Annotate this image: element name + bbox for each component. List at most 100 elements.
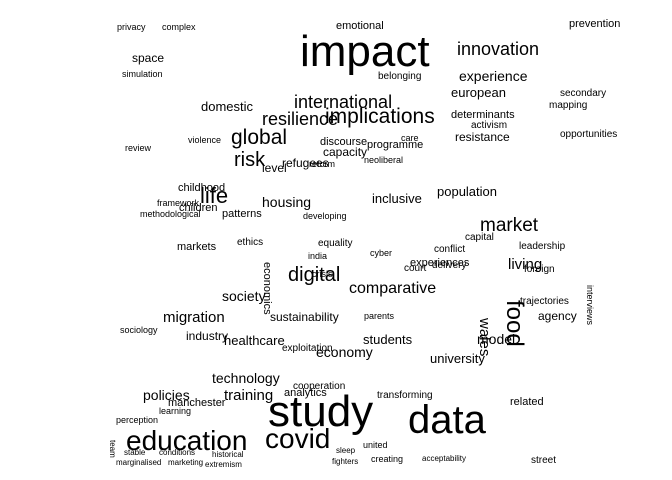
word-court: court [404,263,427,274]
word-comparative: comparative [349,280,437,297]
word-students: students [363,332,413,347]
word-model: model [477,331,516,347]
word-opportunities: opportunities [560,129,618,140]
word-experience: experience [459,68,528,84]
word-risk: risk [234,149,266,171]
word-belonging: belonging [378,71,422,82]
word-discourse: discourse [320,136,368,148]
word-international: international [294,92,393,112]
word-stable: stable [124,448,146,457]
word-capital: capital [465,232,494,243]
word-parents: parents [364,311,395,321]
word-analytics: analytics [284,387,327,399]
word-marginalised: marginalised [116,458,162,467]
word-developing: developing [303,211,347,221]
word-global: global [231,126,288,149]
word-markets: markets [177,241,217,253]
word-study: study [268,387,374,436]
word-foreign: foreign [524,264,555,275]
word-university: university [430,351,485,366]
word-historical: historical [212,450,244,459]
word-agency: agency [538,309,577,323]
word-learning: learning [159,406,192,416]
word-mapping: mapping [549,100,588,111]
word-resistance: resistance [455,130,510,144]
word-capacity: capacity [323,145,368,159]
word-data: data [408,398,486,442]
word-marketing: marketing [168,458,204,467]
word-reform: reform [309,159,336,169]
word-level: level [262,161,287,175]
word-extremism: extremism [205,460,242,469]
word-neoliberal: neoliberal [364,155,404,165]
word-refugees: refugees [282,156,329,170]
word-perception: perception [116,415,159,425]
word-policies: policies [143,387,190,403]
word-leadership: leadership [519,241,566,252]
word-fighters: fighters [332,457,359,466]
word-industry: industry [186,329,229,343]
word-patterns: patterns [222,208,262,220]
word-programme: programme [367,139,424,151]
word-secondary: secondary [560,88,607,99]
word-innovation: innovation [457,39,540,59]
word-street: street [531,455,557,466]
word-privacy: privacy [117,22,146,32]
word-space: space [132,51,165,65]
word-sleep: sleep [336,446,356,455]
word-market: market [480,215,539,236]
word-activism: activism [471,120,508,131]
word-economy: economy [316,344,373,360]
word-living: living [508,256,543,273]
word-review: review [125,143,152,153]
word-delivery: delivery [432,260,467,271]
word-childhood: childhood [178,182,226,194]
word-domestic: domestic [201,99,254,114]
word-inclusive: inclusive [372,191,422,206]
word-framework: framework [157,198,200,208]
word-children: children [179,202,218,214]
word-education: education [126,425,248,456]
word-housing: housing [262,194,312,210]
word-creating: creating [371,454,404,464]
word-impact: impact [300,27,430,76]
word-team: team [108,440,117,458]
word-india: india [308,251,328,261]
word-resilience: resilience [262,109,339,129]
word-violence: violence [188,135,222,145]
word-ethics: ethics [237,237,264,248]
word-european: european [451,85,506,100]
word-covid: covid [265,423,331,454]
word-prevention: prevention [569,18,621,30]
word-complex: complex [162,22,196,32]
word-cooperation: cooperation [293,381,346,392]
word-interviews: interviews [585,285,595,326]
word-conditions: conditions [159,448,196,457]
word-crisis: crisis [312,269,333,279]
word-population: population [437,184,497,199]
word-sociology: sociology [120,325,158,335]
word-conflict: conflict [434,244,466,255]
word-methodological: methodological [140,209,201,219]
word-society: society [222,288,266,304]
word-technology: technology [212,370,280,386]
word-emotional: emotional [336,20,384,32]
word-migration: migration [163,309,225,326]
word-determinants: determinants [451,109,515,121]
word-manchester: manchester [168,397,226,409]
word-cyber: cyber [370,248,393,258]
word-healthcare: healthcare [224,333,285,348]
word-exploitation: exploitation [282,343,333,354]
word-implications: implications [325,105,435,128]
word-economics: economics [261,262,273,315]
word-united: united [363,440,388,450]
word-sustainability: sustainability [270,310,339,324]
word-simulation: simulation [122,69,163,79]
word-life: life [200,183,229,208]
word-trajectories: trajectories [520,296,569,307]
word-care: care [401,133,419,143]
word-training: training [224,387,274,404]
word-related: related [510,396,544,408]
word-equality: equality [318,238,353,249]
